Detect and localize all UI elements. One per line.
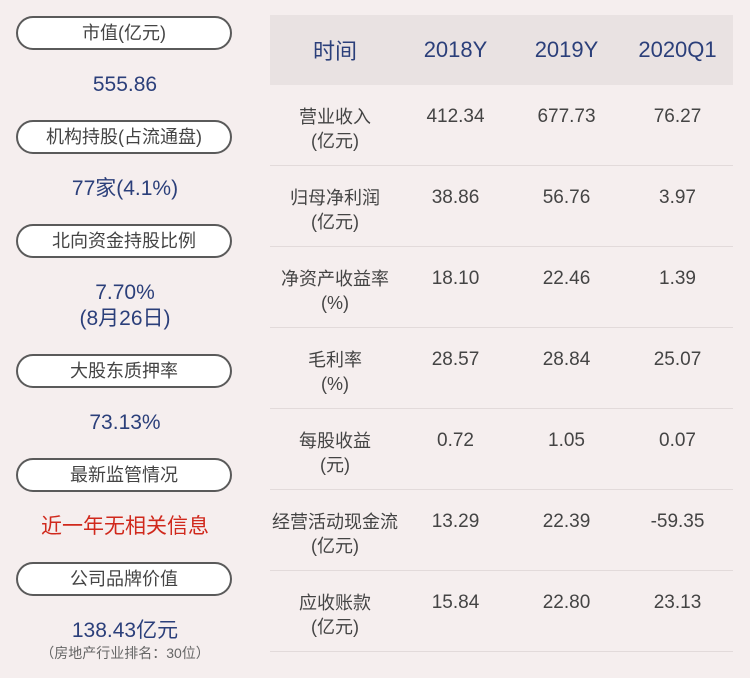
institution-holding-value: 77家(4.1%) [71, 177, 179, 200]
table-row: 应收账款 (亿元) 15.84 22.80 23.13 [270, 571, 733, 652]
row-label: 每股收益 (元) [299, 431, 371, 475]
cell-value: 0.72 [437, 430, 474, 451]
header-2020q1: 2020Q1 [638, 37, 717, 62]
regulation-label: 最新监管情况 [16, 458, 232, 492]
financial-table: 时间 2018Y 2019Y 2020Q1 营业收入 (亿元) 412.34 67… [270, 15, 733, 652]
cell-value: 412.34 [426, 106, 485, 127]
pledge-rate-label: 大股东质押率 [16, 354, 232, 388]
pledge-rate-value: 73.13% [89, 411, 161, 434]
table-row: 营业收入 (亿元) 412.34 677.73 76.27 [270, 85, 733, 166]
table-row: 净资产收益率 (%) 18.10 22.46 1.39 [270, 247, 733, 328]
row-label: 归母净利润 (亿元) [290, 188, 380, 232]
header-2019: 2019Y [534, 37, 599, 62]
table-row: 每股收益 (元) 0.72 1.05 0.07 [270, 409, 733, 490]
cell-value: 76.27 [653, 106, 702, 127]
northbound-ratio-value: 7.70% [95, 281, 155, 304]
brand-value-label: 公司品牌价值 [16, 562, 232, 596]
cell-value: 22.46 [542, 268, 591, 289]
cell-value: 677.73 [537, 106, 596, 127]
row-label: 净资产收益率 (%) [281, 269, 389, 313]
market-cap-value: 555.86 [92, 73, 158, 96]
cell-value: 23.13 [653, 592, 702, 613]
cell-value: 56.76 [542, 187, 591, 208]
table-row: 毛利率 (%) 28.57 28.84 25.07 [270, 328, 733, 409]
table-row: 归母净利润 (亿元) 38.86 56.76 3.97 [270, 166, 733, 247]
brand-value-value: 138.43亿元 [71, 619, 179, 642]
table-header: 时间 2018Y 2019Y 2020Q1 [270, 15, 733, 85]
row-label: 应收账款 (亿元) [299, 593, 371, 637]
institution-holding-label: 机构持股(占流通盘) [16, 120, 232, 154]
cell-value: 38.86 [431, 187, 480, 208]
market-cap-label: 市值(亿元) [16, 16, 232, 50]
header-period: 时间 [312, 39, 357, 64]
cell-value: 1.05 [548, 430, 585, 451]
regulation-value: 近一年无相关信息 [41, 515, 209, 538]
cell-value: 22.39 [542, 511, 591, 532]
header-2018: 2018Y [423, 37, 488, 62]
row-label: 经营活动现金流 (亿元) [272, 512, 398, 556]
brand-value-note: （房地产行业排名：30位） [40, 645, 210, 661]
cell-value: 28.84 [542, 349, 591, 370]
cell-value: 15.84 [431, 592, 480, 613]
cell-value: 28.57 [431, 349, 480, 370]
row-label: 营业收入 (亿元) [299, 107, 371, 151]
cell-value: 18.10 [431, 268, 480, 289]
northbound-ratio-date: (8月26日) [79, 307, 171, 330]
cell-value: 0.07 [659, 430, 696, 451]
row-label: 毛利率 (%) [308, 350, 362, 394]
cell-value: 13.29 [431, 511, 480, 532]
cell-value: 3.97 [659, 187, 696, 208]
cell-value: 22.80 [542, 592, 591, 613]
northbound-ratio-label: 北向资金持股比例 [16, 224, 232, 258]
table-row: 经营活动现金流 (亿元) 13.29 22.39 -59.35 [270, 490, 733, 571]
summary-panel: 市值(亿元) 555.86 机构持股(占流通盘) 77家(4.1%) 北向资金持… [0, 0, 250, 678]
cell-value: 25.07 [653, 349, 702, 370]
cell-value: 1.39 [659, 268, 696, 289]
cell-value: -59.35 [650, 511, 705, 532]
